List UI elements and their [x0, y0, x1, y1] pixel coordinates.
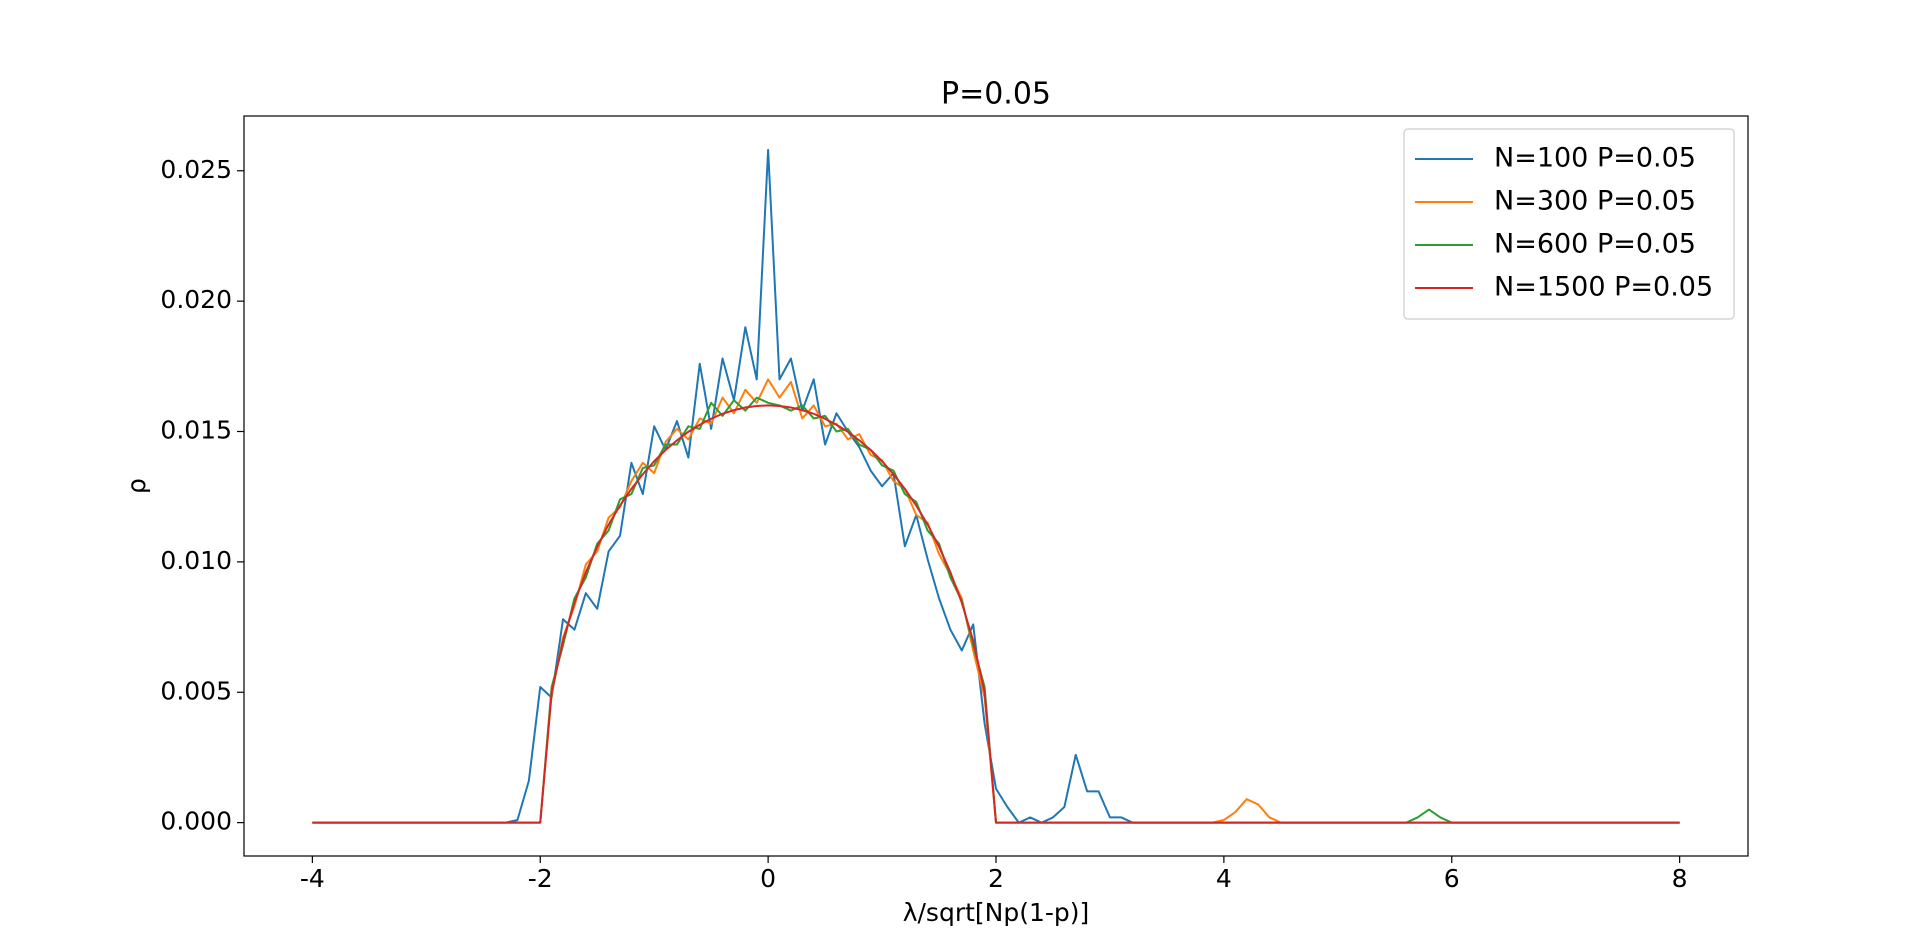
legend-label: N=600 P=0.05: [1494, 229, 1696, 260]
legend-label: N=300 P=0.05: [1494, 186, 1696, 217]
x-tick-label: -4: [300, 864, 325, 893]
y-tick-label: 0.005: [160, 676, 232, 705]
legend-label: N=1500 P=0.05: [1494, 272, 1713, 303]
legend-label: N=100 P=0.05: [1494, 143, 1696, 174]
data-line: [312, 404, 1680, 824]
legend-box: [1403, 128, 1735, 320]
x-axis-label: λ/sqrt[Np(1-p)]: [903, 898, 1090, 927]
y-tick-label: 0.020: [160, 285, 232, 314]
x-tick-label: 8: [1672, 864, 1688, 893]
y-tick-label: 0.025: [160, 155, 232, 184]
y-axis-label: ρ: [122, 478, 151, 494]
x-tick-label: 6: [1444, 864, 1460, 893]
x-tick-label: 0: [760, 864, 776, 893]
x-tick-label: -2: [528, 864, 553, 893]
plot-frame: [243, 115, 1749, 857]
y-tick-label: 0.015: [160, 416, 232, 445]
y-tick-label: 0.010: [160, 546, 232, 575]
x-tick-label: 4: [1216, 864, 1232, 893]
chart-title: P=0.05: [941, 77, 1051, 112]
y-tick-label: 0.000: [160, 807, 232, 836]
x-tick-label: 2: [988, 864, 1004, 893]
